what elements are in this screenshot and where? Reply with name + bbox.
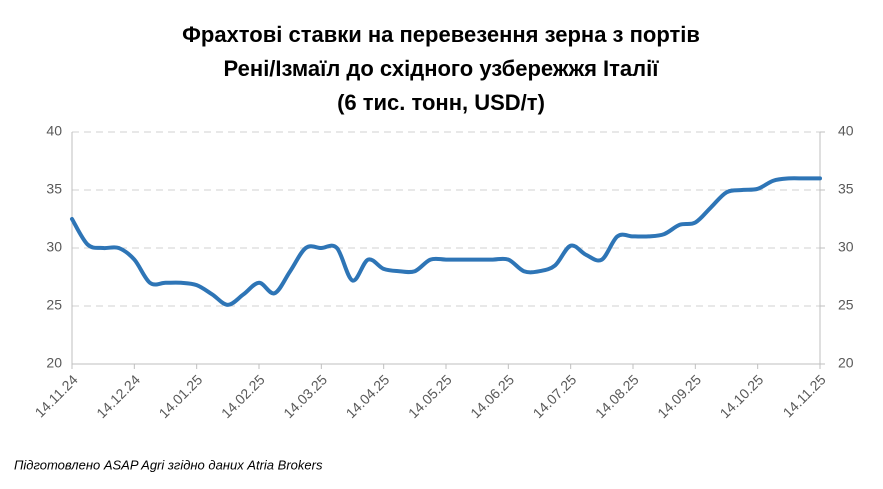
y2-tick-label: 30 [838, 239, 854, 255]
y2-tick-label: 20 [838, 355, 854, 371]
x-tick-label: 14.12.24 [93, 371, 143, 421]
x-tick-label: 14.04.25 [343, 371, 393, 421]
chart-title: Фрахтові ставки на перевезення зерна з п… [182, 22, 700, 47]
x-tick-label: 14.11.25 [780, 371, 829, 420]
y-tick-label: 35 [46, 181, 62, 197]
x-tick-label: 14.10.25 [717, 371, 767, 421]
x-tick-label: 14.11.24 [32, 371, 81, 420]
chart-title: Рені/Ізмаїл до східного узбережжя Італії [224, 56, 660, 81]
y-tick-label: 25 [46, 297, 62, 313]
y2-tick-label: 25 [838, 297, 854, 313]
x-tick-label: 14.09.25 [654, 371, 704, 421]
y-tick-label: 20 [46, 355, 62, 371]
x-tick-label: 14.06.25 [467, 371, 517, 421]
line [70, 176, 822, 307]
y-tick-label: 30 [46, 239, 62, 255]
y2-tick-label: 35 [838, 181, 854, 197]
x-tick-label: 14.07.25 [530, 371, 580, 421]
y2-tick-label: 40 [838, 123, 854, 139]
x-tick-label: 14.03.25 [280, 371, 330, 421]
x-tick-label: 14.08.25 [592, 371, 642, 421]
x-tick-label: 14.02.25 [218, 371, 268, 421]
y-tick-label: 40 [46, 123, 62, 139]
chart-title: (6 тис. тонн, USD/т) [337, 90, 545, 115]
x-tick-label: 14.05.25 [405, 371, 455, 421]
source-note: Підготовлено ASAP Agri згідно даних Atri… [14, 457, 323, 472]
x-tick-label: 14.01.25 [156, 371, 206, 421]
